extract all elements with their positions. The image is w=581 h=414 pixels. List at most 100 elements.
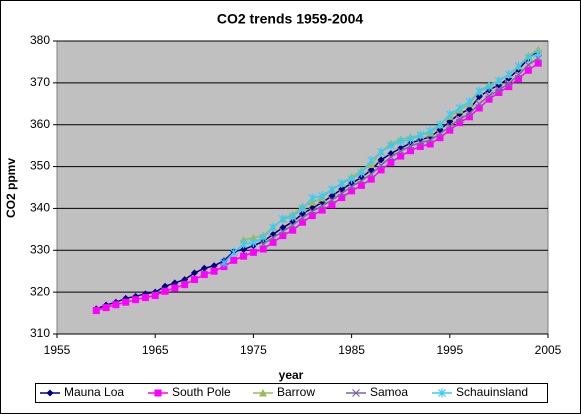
marker [436,134,444,142]
marker [456,119,464,127]
x-tick-label: 1965 [142,343,169,357]
marker [475,99,484,108]
marker [416,130,425,140]
marker [524,60,533,69]
x-tick-label: 1955 [44,343,71,357]
x-tick-label: 2005 [535,343,562,357]
y-tick-label: 350 [30,159,50,173]
marker [269,238,277,246]
marker [406,142,415,150]
marker [386,141,395,151]
marker [181,281,189,289]
marker [249,248,257,256]
y-tick-label: 320 [30,284,50,298]
marker [534,59,542,67]
y-tick-label: 340 [30,201,50,215]
marker [161,287,169,295]
marker [278,227,287,236]
marker [475,104,483,112]
marker [504,69,513,79]
x-axis-label: year [279,368,304,382]
legend-box [35,383,548,403]
marker [494,86,503,94]
marker [347,182,356,191]
marker [337,189,346,198]
y-axis-label: CO2 ppmv [4,158,18,218]
marker [318,191,327,201]
marker [514,61,523,71]
marker [259,240,268,248]
marker [387,158,395,166]
x-tick-label: 1975 [240,343,267,357]
marker [190,269,198,277]
marker [377,156,385,164]
marker [337,178,346,188]
marker [377,147,385,157]
marker [534,49,543,59]
marker [338,194,346,202]
marker [485,91,494,100]
marker [308,212,316,220]
marker [200,271,208,279]
marker [308,193,317,203]
marker [92,307,100,315]
marker [367,170,376,179]
marker [475,86,484,96]
legend-label: Barrow [277,385,315,399]
y-tick-label: 380 [30,33,50,47]
marker [249,238,258,248]
marker [367,175,375,183]
marker [151,291,159,299]
marker [328,201,336,209]
marker [495,88,503,96]
marker [328,185,336,195]
chart-title: CO2 trends 1959-2004 [217,11,364,27]
marker [485,95,493,103]
y-tick-label: 370 [30,75,50,89]
legend-label: South Pole [172,385,231,399]
legend-label: Samoa [370,385,408,399]
marker [318,201,327,210]
legend-marker [259,389,267,397]
marker [230,256,238,264]
marker [445,122,454,131]
marker [465,97,474,107]
marker [347,174,356,184]
series-line [96,62,539,312]
legend-marker [438,388,446,398]
marker [386,153,395,161]
marker [367,155,376,165]
marker [289,226,297,234]
marker [200,264,208,272]
marker [524,53,533,63]
marker [288,221,297,230]
marker [298,213,307,222]
plot-area [56,40,549,335]
marker [515,75,523,83]
marker [396,136,405,146]
marker [416,138,425,147]
marker [240,252,248,260]
legend-label: Mauna Loa [64,385,124,399]
marker [416,142,424,150]
y-tick-label: 330 [30,242,50,256]
legend-marker [352,389,360,397]
x-tick-label: 1995 [436,343,463,357]
marker [465,109,474,118]
marker [122,298,130,306]
marker [377,166,385,174]
marker [397,152,405,160]
marker [288,212,297,222]
marker [328,196,336,204]
marker [406,134,415,144]
legend-marker [154,389,162,397]
series-line [96,50,539,310]
marker [504,79,513,88]
legend-marker [46,389,54,397]
marker [407,147,415,155]
marker [279,232,287,240]
marker [426,140,434,148]
marker [445,109,454,119]
